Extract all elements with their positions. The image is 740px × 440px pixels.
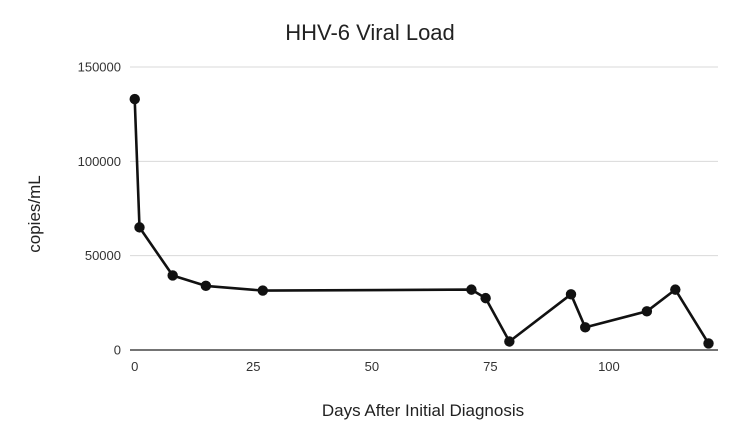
data-point: [641, 306, 653, 317]
data-point: [134, 222, 145, 233]
data-point: [480, 292, 491, 304]
data-point: [580, 322, 591, 333]
data-point: [670, 284, 681, 295]
data-point: [565, 289, 577, 300]
data-point: [466, 284, 477, 295]
x-tick-label: 100: [598, 359, 620, 374]
data-point: [200, 280, 212, 292]
x-axis-label: Days After Initial Diagnosis: [322, 401, 524, 420]
series-line: [133, 99, 710, 345]
x-axis-ticks: 0 25 50 75 100: [131, 359, 620, 374]
y-tick-label: 150000: [78, 60, 121, 75]
x-tick-label: 50: [365, 359, 379, 374]
y-tick-label: 50000: [85, 248, 121, 263]
x-tick-label: 0: [131, 359, 138, 374]
grid-lines: [130, 66, 718, 351]
data-point: [167, 270, 178, 281]
y-axis-label: copies/mL: [25, 175, 44, 252]
data-point: [257, 285, 268, 296]
y-tick-label: 100000: [78, 154, 121, 169]
x-tick-label: 75: [483, 359, 497, 374]
series-group: [129, 93, 714, 349]
y-tick-label: 0: [114, 343, 121, 358]
chart-title: HHV-6 Viral Load: [285, 20, 455, 45]
data-point: [504, 336, 515, 347]
x-tick-label: 25: [246, 359, 260, 374]
data-point: [703, 338, 714, 349]
y-axis-ticks: 0 50000 100000 150000: [78, 60, 121, 358]
data-point: [129, 93, 140, 105]
